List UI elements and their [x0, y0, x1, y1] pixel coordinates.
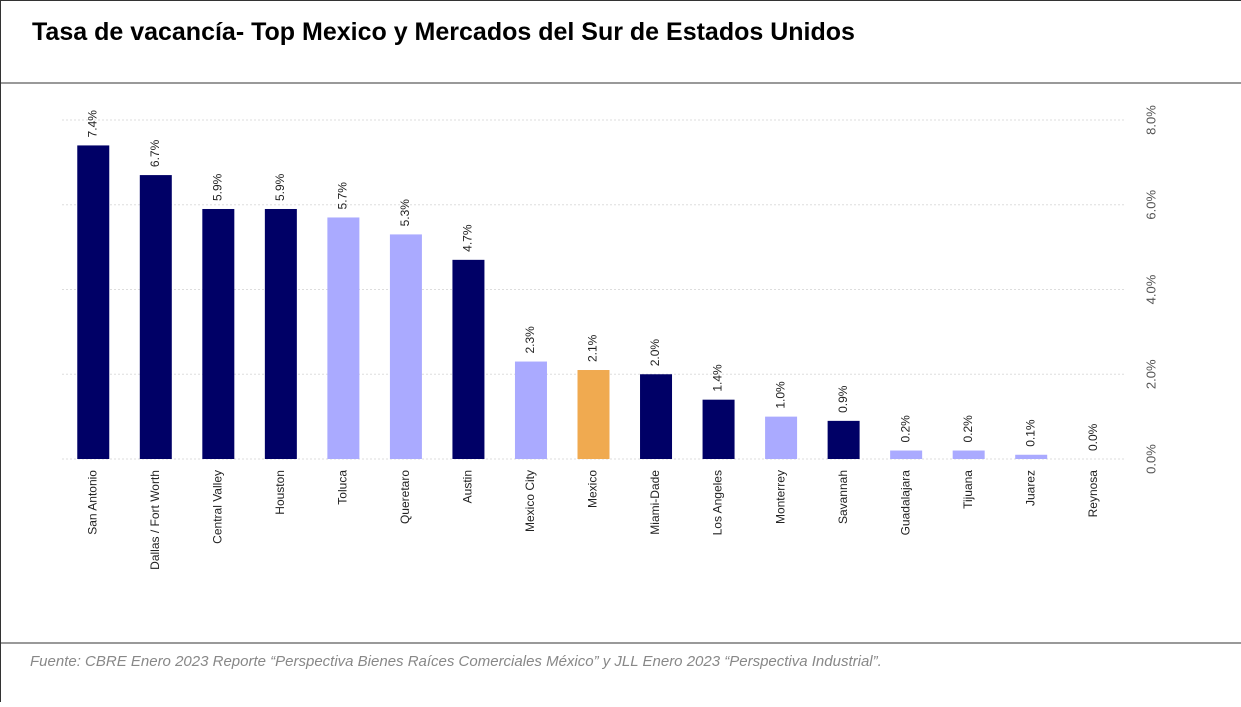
- value-label: 2.3%: [523, 326, 537, 354]
- value-label: 0.0%: [1086, 423, 1100, 451]
- x-tick-label: Miami-Dade: [648, 470, 662, 535]
- x-tick-label: Houston: [273, 470, 287, 515]
- value-label: 4.7%: [461, 224, 475, 252]
- x-tick-label: Mexico City: [523, 470, 537, 532]
- value-label: 0.9%: [836, 385, 850, 413]
- y-tick-label: 6.0%: [1143, 189, 1158, 219]
- chart-title: Tasa de vacancía- Top Mexico y Mercados …: [32, 18, 855, 46]
- y-tick-label: 8.0%: [1143, 105, 1158, 135]
- x-tick-label: Juarez: [1023, 470, 1037, 506]
- bar: [890, 451, 922, 459]
- value-label: 1.0%: [773, 381, 787, 409]
- value-label: 0.1%: [1023, 419, 1037, 447]
- value-label: 5.9%: [210, 173, 224, 201]
- value-label: 1.4%: [711, 364, 725, 392]
- x-tick-label: Monterrey: [773, 470, 787, 524]
- bar: [828, 421, 860, 459]
- bar: [327, 217, 359, 459]
- x-tick-label: San Antonio: [85, 470, 99, 535]
- bar: [765, 417, 797, 459]
- x-tick-label: Reynosa: [1086, 470, 1100, 518]
- x-tick-label: Mexico: [586, 470, 600, 508]
- x-tick-label: Central Valley: [210, 470, 224, 544]
- bar: [578, 370, 610, 459]
- x-tick-label: Austin: [461, 470, 475, 503]
- bar: [953, 451, 985, 459]
- value-label: 5.7%: [336, 182, 350, 210]
- x-tick-label: Toluca: [336, 470, 350, 505]
- bar: [77, 145, 109, 459]
- x-tick-label: Savannah: [836, 470, 850, 524]
- x-tick-label: Dallas / Fort Worth: [148, 470, 162, 570]
- value-label: 5.3%: [398, 199, 412, 227]
- x-tick-label: Queretaro: [398, 470, 412, 524]
- x-tick-label: Tijuana: [961, 470, 975, 509]
- bar: [265, 209, 297, 459]
- bar: [1015, 455, 1047, 459]
- y-tick-label: 2.0%: [1143, 359, 1158, 389]
- y-tick-label: 0.0%: [1143, 444, 1158, 474]
- x-tick-label: Guadalajara: [898, 470, 912, 536]
- value-label: 2.1%: [586, 334, 600, 362]
- y-tick-label: 4.0%: [1143, 274, 1158, 304]
- value-label: 7.4%: [85, 110, 99, 138]
- bar: [452, 260, 484, 459]
- value-label: 6.7%: [148, 139, 162, 167]
- x-tick-label: Los Angeles: [711, 470, 725, 535]
- bar: [390, 234, 422, 459]
- value-label: 0.2%: [898, 415, 912, 443]
- bar: [640, 374, 672, 459]
- value-label: 5.9%: [273, 173, 287, 201]
- source-note: Fuente: CBRE Enero 2023 Reporte “Perspec…: [30, 653, 882, 670]
- bar: [515, 362, 547, 459]
- bar: [202, 209, 234, 459]
- value-label: 0.2%: [961, 415, 975, 443]
- value-label: 2.0%: [648, 339, 662, 367]
- bar: [140, 175, 172, 459]
- bar: [703, 400, 735, 459]
